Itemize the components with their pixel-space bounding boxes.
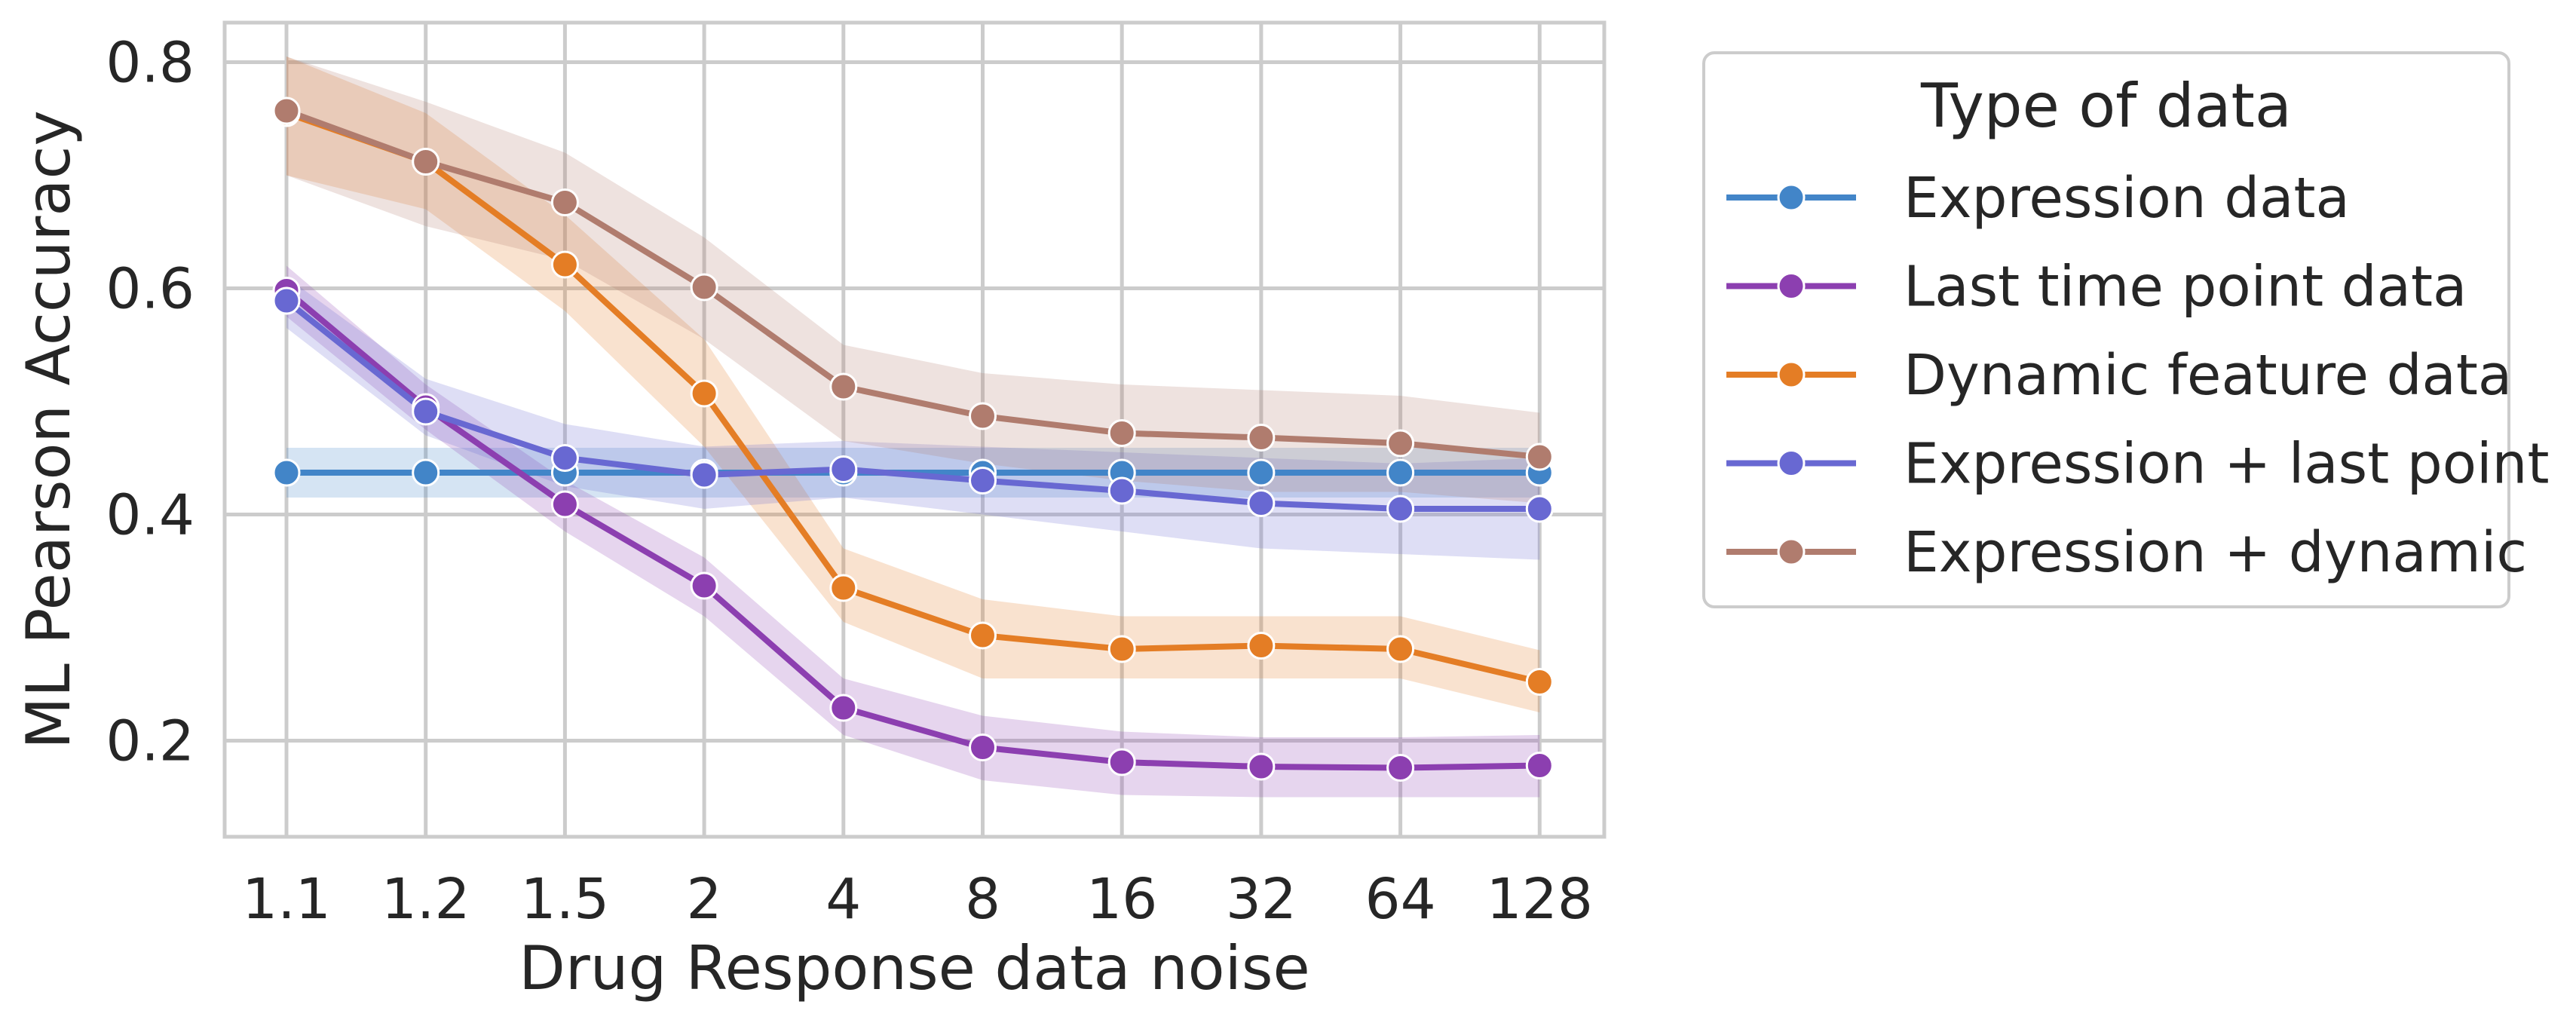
point-expression-last-point	[272, 286, 301, 315]
point-expression-dynamic	[412, 148, 440, 176]
legend-marker	[1777, 449, 1806, 477]
legend-label: Last time point data	[1904, 255, 2467, 320]
point-expression-dynamic	[829, 372, 858, 401]
x-tick-label: 1.1	[242, 867, 331, 932]
legend-item: Expression data	[1726, 166, 2350, 231]
point-expression-last-point	[690, 461, 718, 489]
legend-item: Dynamic feature data	[1726, 343, 2512, 408]
legend-box	[1702, 51, 2510, 608]
x-axis-title: Drug Response data noise	[519, 933, 1309, 1003]
legend-item: Last time point data	[1726, 255, 2467, 320]
point-expression-last-point	[1386, 495, 1415, 523]
x-tick-label: 16	[1086, 867, 1157, 932]
legend-marker	[1777, 272, 1806, 300]
point-expression-dynamic	[1107, 419, 1136, 447]
point-dynamic-feature-data	[1386, 635, 1415, 663]
y-axis-ticks: 0.2 0.4 0.6 0.8	[106, 31, 195, 774]
x-tick-label: 32	[1226, 867, 1297, 932]
point-expression-last-point	[550, 444, 579, 472]
point-expression-dynamic	[969, 402, 997, 430]
point-expression-data	[272, 458, 301, 487]
point-expression-dynamic	[550, 188, 579, 216]
band-expression-last-point	[286, 277, 1540, 560]
point-dynamic-feature-data	[1525, 668, 1554, 696]
legend-title: Type of data	[1920, 71, 2292, 141]
y-axis-title: ML Pearson Accuracy	[14, 110, 84, 749]
x-tick-label: 1.5	[521, 867, 610, 932]
point-last-time-point-data	[1247, 752, 1276, 781]
point-expression-last-point	[1247, 489, 1276, 517]
legend-marker	[1777, 360, 1806, 389]
legend-item: Expression + dynamic	[1726, 520, 2527, 585]
point-dynamic-feature-data	[829, 574, 858, 602]
point-last-time-point-data	[1107, 748, 1136, 776]
line-last-time-point-data	[284, 288, 1540, 771]
series-lines	[284, 108, 1541, 771]
x-tick-label: 4	[825, 867, 861, 932]
point-expression-dynamic	[272, 96, 301, 125]
x-tick-label: 64	[1365, 867, 1436, 932]
point-last-time-point-data	[550, 490, 579, 519]
legend-marker	[1777, 537, 1806, 566]
point-expression-last-point	[412, 397, 440, 426]
legend-label: Expression data	[1904, 166, 2350, 231]
x-axis-ticks: 1.1 1.2 1.5 2 4 8 16 32 64 128	[242, 867, 1593, 932]
legend-label: Dynamic feature data	[1904, 343, 2512, 408]
y-tick-label: 0.6	[106, 257, 195, 322]
series-markers	[272, 96, 1554, 782]
legend-item: Expression + last point	[1726, 432, 2549, 497]
legend-label: Expression + last point	[1904, 432, 2549, 497]
x-tick-label: 128	[1487, 867, 1593, 932]
legend-items: Expression data Last time point data Dynam…	[1726, 166, 2549, 585]
point-expression-dynamic	[1386, 429, 1415, 458]
y-tick-label: 0.4	[106, 483, 195, 548]
point-expression-last-point	[969, 467, 997, 495]
point-expression-last-point	[1525, 495, 1554, 523]
point-last-time-point-data	[690, 571, 718, 600]
point-expression-last-point	[1107, 476, 1136, 505]
x-tick-label: 2	[687, 867, 722, 932]
band-dynamic-feature-data	[286, 57, 1540, 712]
point-last-time-point-data	[829, 694, 858, 722]
line-expression-dynamic	[285, 108, 1540, 460]
point-expression-last-point	[829, 455, 858, 483]
plot-frame	[222, 20, 1607, 839]
band-expression-dynamic	[286, 57, 1540, 504]
point-last-time-point-data	[969, 733, 997, 761]
legend: Type of data Expression data Last time po…	[1702, 51, 2549, 608]
point-last-time-point-data	[1525, 752, 1554, 779]
band-last-time-point-data	[286, 265, 1540, 798]
point-dynamic-feature-data	[550, 250, 579, 279]
line-dynamic-feature-data	[285, 110, 1541, 685]
x-tick-label: 8	[965, 867, 1000, 932]
point-last-time-point-data	[1386, 754, 1415, 782]
point-expression-dynamic	[1247, 424, 1276, 452]
point-expression-data	[1247, 458, 1276, 487]
line-expression-last-point	[284, 298, 1540, 512]
point-expression-dynamic	[690, 273, 718, 302]
y-tick-label: 0.2	[106, 709, 195, 774]
point-dynamic-feature-data	[1247, 632, 1276, 660]
point-expression-dynamic	[1525, 443, 1554, 471]
legend-label: Expression + dynamic	[1904, 520, 2527, 585]
legend-marker	[1777, 183, 1806, 212]
point-expression-data	[1386, 458, 1415, 487]
point-dynamic-feature-data	[690, 379, 718, 408]
point-expression-data	[412, 458, 440, 487]
point-dynamic-feature-data	[1107, 635, 1136, 663]
y-tick-label: 0.8	[106, 31, 195, 96]
x-tick-label: 1.2	[381, 867, 470, 932]
point-dynamic-feature-data	[969, 621, 997, 650]
